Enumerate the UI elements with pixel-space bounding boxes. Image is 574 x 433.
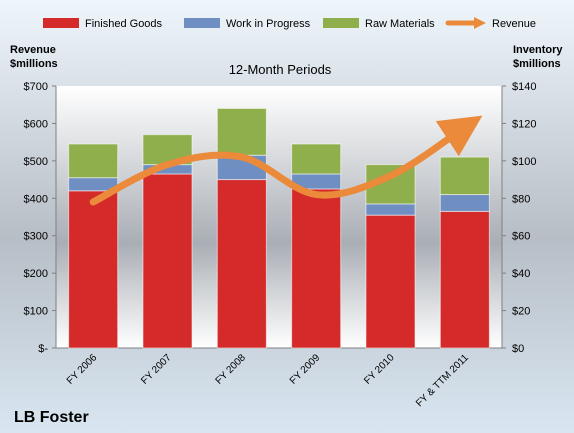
- right-tick-label: $100: [512, 156, 536, 168]
- company-name: LB Foster: [14, 409, 89, 426]
- left-tick-label: $400: [24, 193, 48, 205]
- bar-raw-materials: [68, 143, 119, 179]
- right-tick-label: $140: [512, 81, 536, 93]
- left-tick-label: $100: [24, 306, 48, 318]
- legend-label-raw-materials: Raw Materials: [365, 18, 435, 30]
- left-axis-title-line2: $millions: [10, 58, 58, 70]
- legend-swatch-finished-goods: [43, 18, 79, 28]
- bar-finished-goods: [365, 214, 416, 349]
- legend: Finished Goods Work in Progress Raw Mate…: [43, 17, 536, 30]
- bars-group: [68, 107, 490, 349]
- bar-finished-goods: [68, 190, 119, 349]
- right-axis-ticks: $0 $20 $40 $60 $80 $100 $120 $140: [56, 81, 536, 355]
- right-tick-label: $120: [512, 118, 536, 130]
- legend-label-finished-goods: Finished Goods: [85, 18, 163, 30]
- bar-finished-goods: [439, 210, 490, 349]
- left-tick-label: $500: [24, 156, 48, 168]
- left-axis-ticks: $- $100 $200 $300 $400 $500 $600 $700: [24, 81, 57, 355]
- right-tick-label: $20: [512, 306, 530, 318]
- left-tick-label: $600: [24, 118, 48, 130]
- revenue-line-group: [89, 115, 483, 206]
- revenue-line: [89, 115, 483, 206]
- bar-raw-materials: [439, 156, 490, 196]
- legend-label-revenue: Revenue: [492, 18, 536, 30]
- right-tick-label: $80: [512, 193, 530, 205]
- bar-finished-goods: [142, 173, 193, 349]
- legend-swatch-work-in-progress: [184, 18, 220, 28]
- chart-subtitle: 12-Month Periods: [229, 62, 332, 77]
- bar-work-in-progress: [365, 203, 416, 216]
- bar-work-in-progress: [439, 194, 490, 212]
- legend-swatch-raw-materials: [323, 18, 359, 28]
- left-axis-title-line1: Revenue: [10, 44, 56, 56]
- left-tick-label: $300: [24, 231, 48, 243]
- legend-arrow-revenue: [474, 17, 486, 29]
- right-tick-label: $40: [512, 268, 530, 280]
- left-tick-label: $-: [38, 343, 48, 355]
- right-tick-label: $60: [512, 231, 530, 243]
- bar-finished-goods: [216, 179, 267, 349]
- legend-label-work-in-progress: Work in Progress: [226, 18, 311, 30]
- bar-raw-materials: [291, 143, 342, 175]
- plot-area: [56, 86, 502, 348]
- right-axis-title-line2: $millions: [513, 58, 561, 70]
- right-tick-label: $0: [512, 343, 524, 355]
- left-tick-label: $700: [24, 81, 48, 93]
- bar-raw-materials: [216, 107, 267, 156]
- bar-finished-goods: [291, 188, 342, 349]
- right-axis-title-line1: Inventory: [513, 44, 563, 56]
- left-tick-label: $200: [24, 268, 48, 280]
